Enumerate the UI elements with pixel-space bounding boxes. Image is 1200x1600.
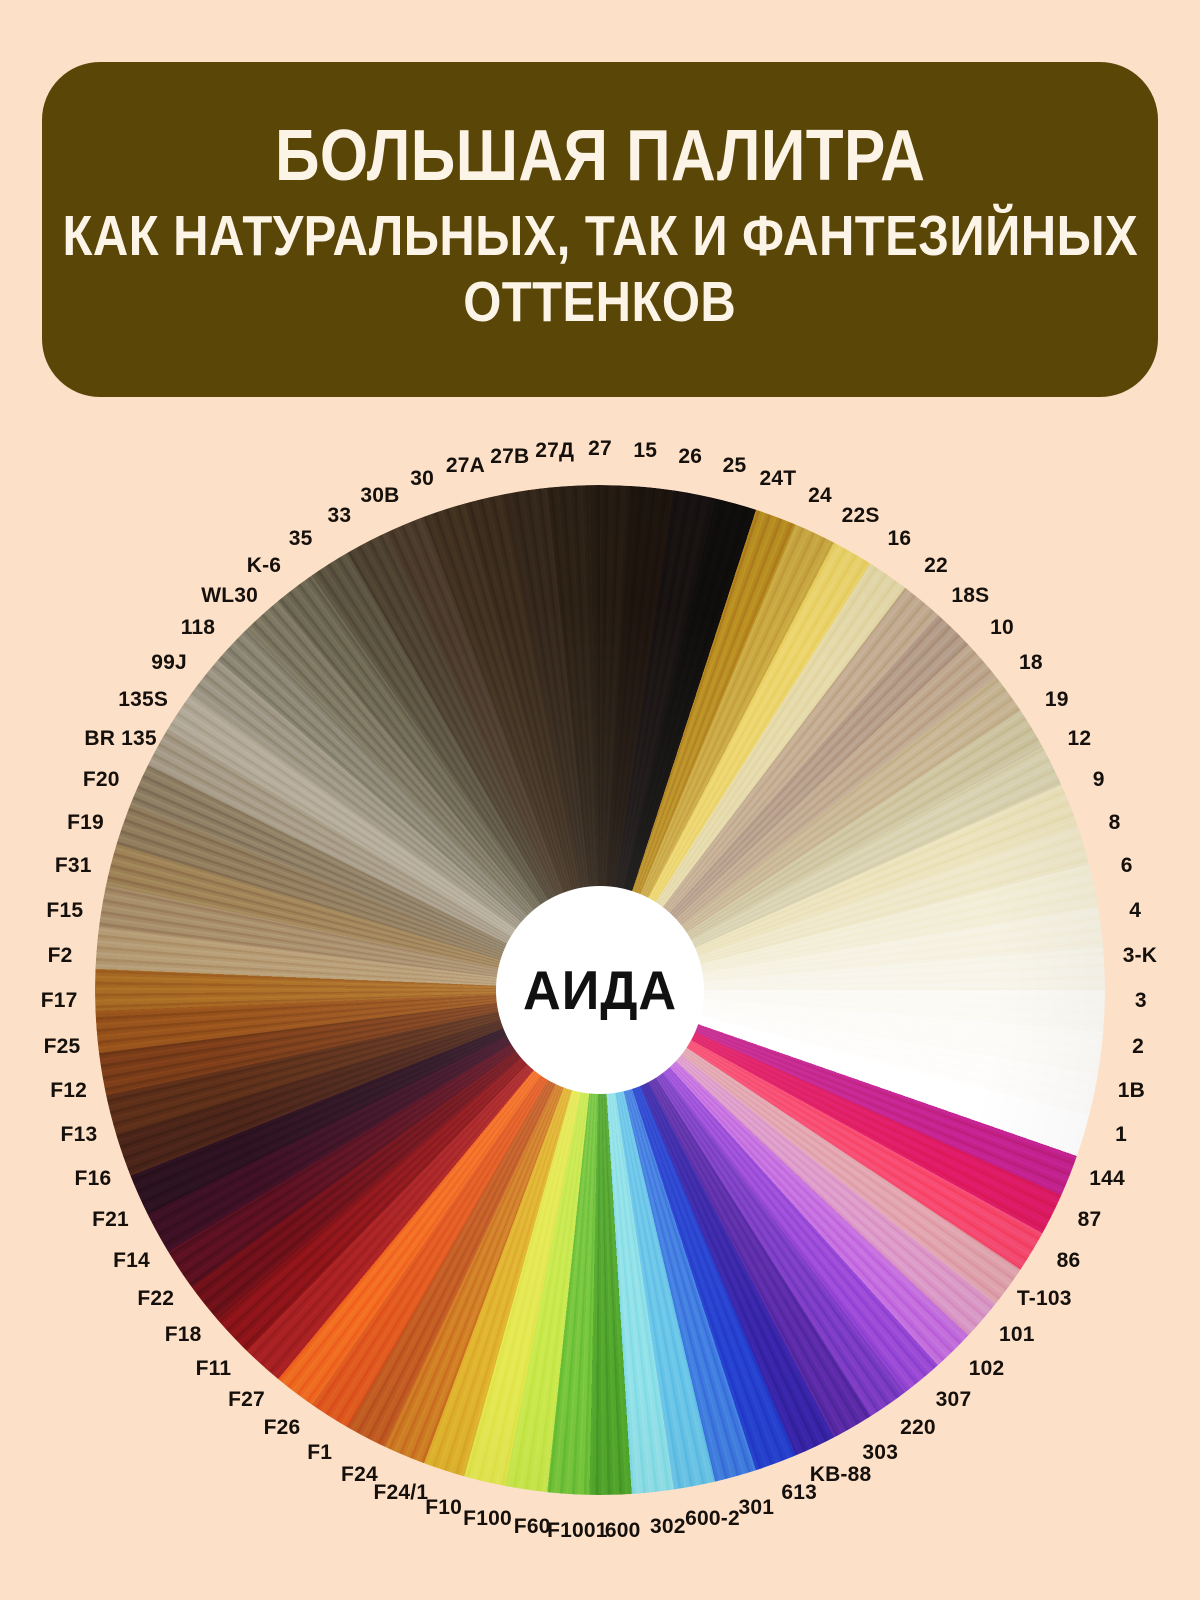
- swatch-label[interactable]: 22: [924, 554, 948, 578]
- swatch-label[interactable]: 86: [1056, 1248, 1081, 1272]
- swatch-label[interactable]: F15: [46, 898, 84, 922]
- swatch-label[interactable]: F27: [228, 1387, 265, 1411]
- swatch-label[interactable]: 35: [288, 527, 313, 551]
- swatch-label[interactable]: 10: [990, 616, 1014, 639]
- swatch-label[interactable]: 101: [999, 1322, 1035, 1346]
- swatch-label[interactable]: 12: [1067, 727, 1092, 751]
- swatch-label[interactable]: 301: [738, 1495, 775, 1519]
- swatch-label[interactable]: F25: [43, 1034, 81, 1058]
- swatch-label[interactable]: 87: [1077, 1208, 1102, 1232]
- swatch-label[interactable]: F19: [67, 810, 104, 834]
- swatch-label[interactable]: 22S: [841, 503, 880, 527]
- swatch-label[interactable]: 2: [1132, 1034, 1144, 1058]
- swatch-label[interactable]: 27: [588, 437, 612, 460]
- swatch-label[interactable]: 24T: [759, 467, 797, 491]
- swatch-label[interactable]: 25: [722, 454, 747, 477]
- swatch-label[interactable]: F17: [40, 989, 78, 1013]
- swatch-label[interactable]: F100: [463, 1507, 512, 1531]
- swatch-label[interactable]: KB-88: [809, 1462, 872, 1486]
- swatch-label[interactable]: 302: [649, 1514, 686, 1538]
- swatch-label[interactable]: 3: [1134, 989, 1147, 1013]
- swatch-label[interactable]: 144: [1089, 1166, 1125, 1190]
- swatch-label[interactable]: 613: [781, 1481, 817, 1504]
- swatch-label[interactable]: F24/1: [373, 1481, 429, 1504]
- swatch-label[interactable]: 9: [1092, 768, 1105, 792]
- swatch-label[interactable]: 15: [633, 438, 658, 462]
- swatch-label[interactable]: 99J: [151, 650, 187, 674]
- banner-title-line2: КАК НАТУРАЛЬНЫХ, ТАК И ФАНТЕЗИЙНЫХ: [62, 203, 1138, 268]
- swatch-label[interactable]: 600-2: [685, 1507, 740, 1531]
- header-banner: БОЛЬШАЯ ПАЛИТРА КАК НАТУРАЛЬНЫХ, ТАК И Ф…: [42, 62, 1158, 397]
- swatch-label[interactable]: 307: [935, 1387, 972, 1411]
- swatch-label[interactable]: 24: [808, 483, 832, 507]
- swatch-label[interactable]: 600: [604, 1518, 641, 1542]
- swatch-label[interactable]: 8: [1108, 810, 1121, 834]
- swatch-label[interactable]: WL30: [201, 583, 259, 607]
- swatch-label[interactable]: 1B: [1117, 1079, 1146, 1103]
- swatch-label[interactable]: F22: [137, 1286, 175, 1310]
- wheel-label-ring: 15 26 25 24T 24 22S 16 22 18S 10 18 19 12 9 8 6 4 3-K 3 2 1B…: [41, 437, 1157, 1542]
- swatch-label[interactable]: 33: [327, 503, 352, 527]
- swatch-label[interactable]: F2: [47, 944, 73, 968]
- swatch-label[interactable]: 102: [968, 1356, 1005, 1380]
- swatch-label[interactable]: F24: [341, 1462, 378, 1486]
- swatch-label[interactable]: 26: [678, 444, 703, 468]
- swatch-label[interactable]: F1001: [547, 1518, 608, 1542]
- swatch-label[interactable]: 18: [1019, 650, 1043, 674]
- swatch-label[interactable]: F16: [74, 1166, 112, 1190]
- swatch-label[interactable]: 27Д: [535, 438, 575, 462]
- swatch-label[interactable]: F26: [263, 1415, 301, 1439]
- swatch-label[interactable]: F60: [513, 1514, 551, 1538]
- color-wheel[interactable]: АИДА 15 26 25 24T 24 22S 16 22 18S 10 18 19 12 9 8 6 4 3-…: [41, 437, 1157, 1542]
- swatch-label[interactable]: F14: [113, 1248, 150, 1272]
- swatch-label[interactable]: 3-K: [1122, 944, 1158, 968]
- swatch-label[interactable]: F11: [195, 1356, 232, 1380]
- swatch-label[interactable]: 27A: [445, 454, 486, 477]
- swatch-label[interactable]: F1: [307, 1440, 333, 1464]
- swatch-label[interactable]: T-103: [1016, 1286, 1072, 1310]
- swatch-label[interactable]: F10: [425, 1495, 463, 1519]
- banner-title-line3: ОТТЕНКОВ: [463, 269, 737, 334]
- swatch-label[interactable]: K-6: [246, 554, 282, 578]
- swatch-label[interactable]: F12: [50, 1079, 87, 1103]
- swatch-label[interactable]: F21: [92, 1208, 129, 1232]
- swatch-label[interactable]: F13: [60, 1123, 98, 1147]
- brand-name: АИДА: [522, 959, 678, 1021]
- swatch-label[interactable]: 303: [862, 1440, 899, 1464]
- swatch-label[interactable]: 220: [900, 1415, 936, 1439]
- swatch-label[interactable]: 135S: [118, 688, 169, 712]
- swatch-label[interactable]: BR 135: [84, 727, 157, 751]
- brand-hub: АИДА: [496, 886, 704, 1094]
- swatch-label[interactable]: 118: [180, 616, 216, 639]
- swatch-label[interactable]: 4: [1129, 898, 1142, 922]
- swatch-label[interactable]: 18S: [951, 583, 990, 607]
- swatch-label[interactable]: 6: [1120, 854, 1133, 878]
- swatch-label[interactable]: F20: [82, 768, 120, 792]
- swatch-label[interactable]: 19: [1044, 688, 1069, 712]
- swatch-label[interactable]: 27B: [490, 444, 530, 468]
- swatch-label[interactable]: 16: [887, 527, 912, 551]
- swatch-label[interactable]: 1: [1115, 1123, 1128, 1147]
- swatch-label[interactable]: 30: [410, 467, 434, 491]
- swatch-label[interactable]: F18: [164, 1322, 202, 1346]
- banner-title-line1: БОЛЬШАЯ ПАЛИТРА: [274, 115, 926, 196]
- swatch-label[interactable]: 30B: [360, 483, 400, 507]
- swatch-label[interactable]: F31: [54, 854, 92, 878]
